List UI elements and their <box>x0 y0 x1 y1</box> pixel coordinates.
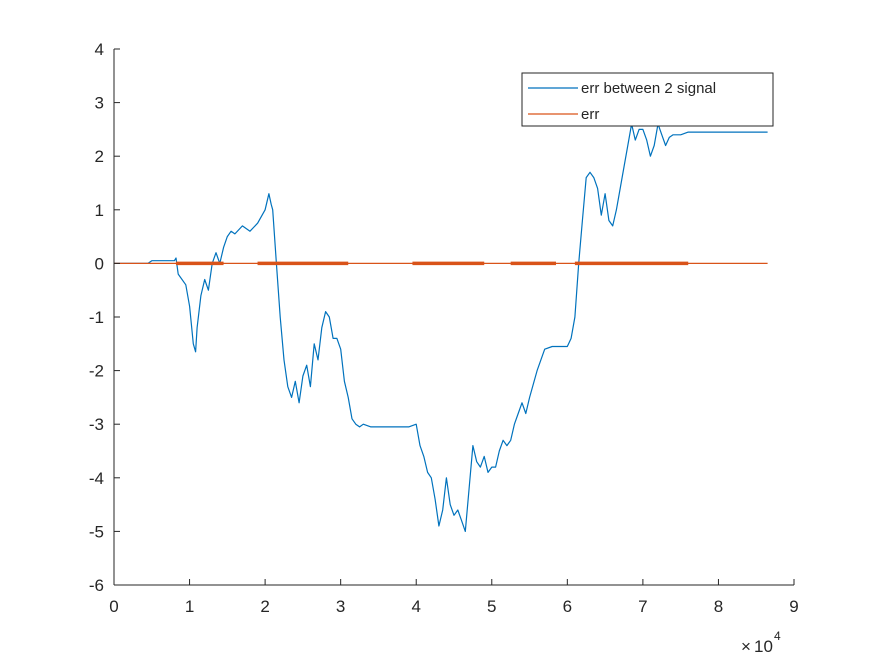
x-exponent-multiplier: × <box>741 637 751 656</box>
x-tick-label: 4 <box>411 597 420 616</box>
legend: err between 2 signal err <box>521 72 774 127</box>
y-tick-label: 2 <box>95 147 104 166</box>
x-tick-label: 8 <box>714 597 723 616</box>
y-tick-label: -1 <box>89 308 104 327</box>
y-tick-label: -2 <box>89 362 104 381</box>
x-exponent-power: 4 <box>774 629 781 643</box>
legend-box <box>521 72 774 127</box>
y-tick-label: 4 <box>95 40 104 59</box>
x-tick-label: 5 <box>487 597 496 616</box>
x-exponent-base: 10 <box>754 637 773 656</box>
series-line-err-between-2-signal <box>114 123 768 533</box>
x-tick-layer: 0 1 2 3 4 5 6 7 8 9 <box>109 579 799 616</box>
plot-area-background <box>114 49 794 585</box>
x-tick-label: 9 <box>789 597 798 616</box>
y-tick-label: -4 <box>89 469 104 488</box>
y-tick-layer: 4 3 2 1 0 -1 -2 -3 -4 -5 -6 <box>89 40 120 595</box>
x-tick-label: 3 <box>336 597 345 616</box>
legend-label-err: err <box>581 106 599 123</box>
x-tick-label: 2 <box>260 597 269 616</box>
y-tick-label: -3 <box>89 415 104 434</box>
y-tick-label: 3 <box>95 94 104 113</box>
x-tick-label: 1 <box>185 597 194 616</box>
y-tick-label: -5 <box>89 522 104 541</box>
y-tick-label: 0 <box>95 254 104 273</box>
x-tick-label: 7 <box>638 597 647 616</box>
series-layer <box>114 123 768 533</box>
x-exponent-label: × 10 4 <box>741 629 781 656</box>
legend-label-err-between-2-signal: err between 2 signal <box>581 80 716 97</box>
y-tick-label: -6 <box>89 576 104 595</box>
x-tick-label: 0 <box>109 597 118 616</box>
y-tick-label: 1 <box>95 201 104 220</box>
x-tick-label: 6 <box>563 597 572 616</box>
